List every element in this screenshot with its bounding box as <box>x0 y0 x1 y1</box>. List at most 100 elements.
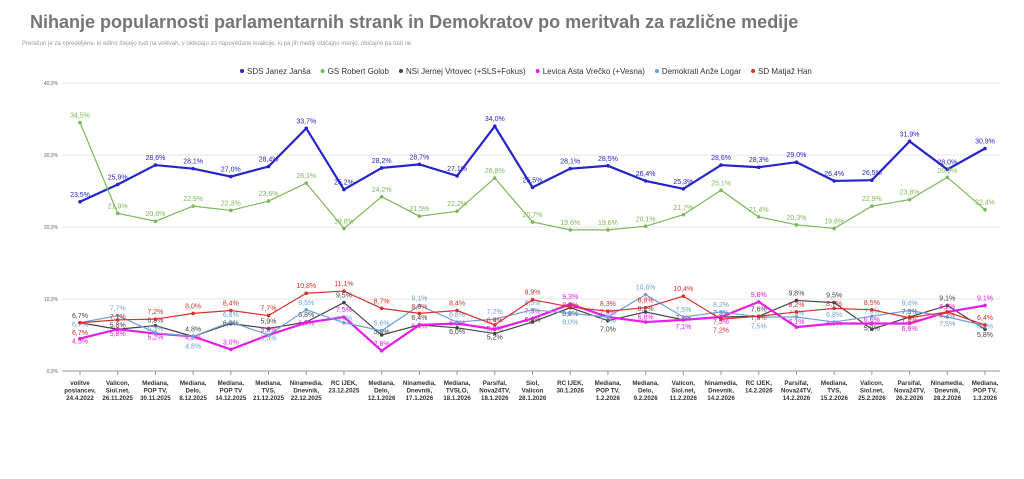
data-point <box>681 294 686 298</box>
data-label: 6,8% <box>223 312 239 319</box>
data-point <box>756 215 761 219</box>
data-label: 5,2% <box>487 335 503 342</box>
data-label: 9,9% <box>525 290 541 297</box>
data-point <box>794 160 799 164</box>
data-label: 9,5% <box>826 293 842 300</box>
data-label: 6,1% <box>788 319 804 326</box>
data-point <box>530 297 535 302</box>
data-point <box>568 305 573 309</box>
chart-title: Nihanje popularnosti parlamentarnih stra… <box>30 12 799 32</box>
data-point <box>907 197 912 202</box>
data-label: 26,4% <box>636 171 656 178</box>
data-label: 6,6% <box>826 321 842 328</box>
data-label: 7,6% <box>864 308 880 315</box>
x-tick-label: Mediana, Delo, 8.12.2025 <box>179 380 207 402</box>
data-point <box>417 323 422 327</box>
data-point <box>266 199 271 203</box>
x-tick-label: Mediana, TVSLO, 18.1.2026 <box>443 380 471 402</box>
data-label: 5,9% <box>261 319 277 326</box>
data-label: 25,2% <box>334 180 354 187</box>
data-label: 28,5% <box>598 156 618 163</box>
data-label: 10,8% <box>296 283 316 290</box>
data-label: 9,1% <box>939 295 955 302</box>
legend-label: SDS Janez Janša <box>247 67 311 76</box>
data-point <box>568 302 573 306</box>
legend-item[interactable]: Demokrati Anže Logar <box>654 67 741 76</box>
data-point <box>492 331 497 336</box>
data-label: 8,7% <box>374 298 390 305</box>
x-tick-label: Ninamedia, Dnevnik, 17.1.2026 <box>403 380 436 402</box>
x-tick-label: RC IJEK, 14.2.2026 <box>745 380 773 395</box>
data-point <box>719 317 723 321</box>
data-point <box>530 185 535 190</box>
x-tick-label: Mediana, POP TV, 30.11.2025 <box>140 380 171 402</box>
data-label: 21,4% <box>749 207 769 214</box>
data-label: 8,5% <box>864 300 880 307</box>
data-label: 8,0% <box>411 304 427 311</box>
data-point <box>342 187 346 192</box>
data-point <box>756 300 761 304</box>
legend-item[interactable]: NSi Jernej Vrtovec (+SLS+Fokus) <box>398 67 526 76</box>
data-point <box>756 314 761 319</box>
legend-item[interactable]: Levica Asta Vrečko (+Vesna) <box>535 67 646 76</box>
data-label: 7,2% <box>147 309 163 316</box>
data-point <box>78 336 82 341</box>
data-point <box>870 204 874 208</box>
data-point <box>229 347 233 352</box>
data-label: 22,4% <box>975 200 995 207</box>
data-point <box>945 315 950 319</box>
chart-subtitle: Preračun je za opredeljene, ki edino šte… <box>22 41 412 47</box>
data-point <box>870 308 874 312</box>
data-point <box>304 320 309 325</box>
data-label: 5,8% <box>864 325 880 332</box>
data-label: 7,5% <box>902 309 918 316</box>
data-label: 5,2% <box>147 335 163 342</box>
data-label: 28,7% <box>409 154 429 161</box>
data-point <box>78 200 82 204</box>
data-point <box>870 327 874 332</box>
data-point <box>832 320 836 324</box>
data-label: 8,0% <box>562 320 578 327</box>
data-point <box>266 326 271 331</box>
data-point <box>794 310 799 314</box>
data-point <box>907 139 912 144</box>
data-label: 6,8% <box>638 315 654 322</box>
data-label: 28,6% <box>145 155 165 162</box>
data-point <box>417 311 422 316</box>
data-label: 10,4% <box>673 286 693 293</box>
data-point <box>78 120 82 125</box>
data-label: 6,0% <box>449 329 465 336</box>
legend-label: SD Matjaž Han <box>758 67 812 76</box>
data-label: 20,3% <box>787 215 807 222</box>
data-label: 25,5% <box>523 177 543 184</box>
legend-item[interactable]: GS Robert Golob <box>320 67 390 76</box>
data-label: 33,7% <box>296 118 316 125</box>
legend-item[interactable]: SD Matjaž Han <box>751 67 812 76</box>
data-point <box>304 181 309 185</box>
data-label: 24,2% <box>372 187 392 194</box>
data-label: 7,2% <box>487 309 503 316</box>
data-point <box>945 175 950 180</box>
data-label: 11,1% <box>334 281 353 288</box>
data-point <box>417 214 422 218</box>
data-label: 4,8% <box>185 326 201 333</box>
data-point <box>455 308 459 313</box>
data-point <box>455 209 459 213</box>
data-label: 28,0% <box>937 159 957 166</box>
data-point <box>115 313 120 318</box>
data-label: 6,7% <box>72 313 88 320</box>
x-tick-label: Mediana, POP TV, 1.3.2026 <box>972 380 999 402</box>
data-label: 8,2% <box>939 304 955 311</box>
data-label: 30,9% <box>975 139 995 146</box>
data-label: 7,1% <box>110 314 126 321</box>
data-label: 26,4% <box>824 171 844 178</box>
data-label: 6,8% <box>826 312 842 319</box>
data-label: 8,9% <box>562 303 578 310</box>
data-label: 7,5% <box>675 307 691 314</box>
legend-item[interactable]: SDS Janez Janša <box>240 67 311 76</box>
data-label: 27,1% <box>447 166 467 173</box>
data-point <box>379 306 384 311</box>
data-label: 6,3% <box>147 318 163 325</box>
data-label: 5,8% <box>977 332 993 339</box>
data-point <box>492 124 497 128</box>
